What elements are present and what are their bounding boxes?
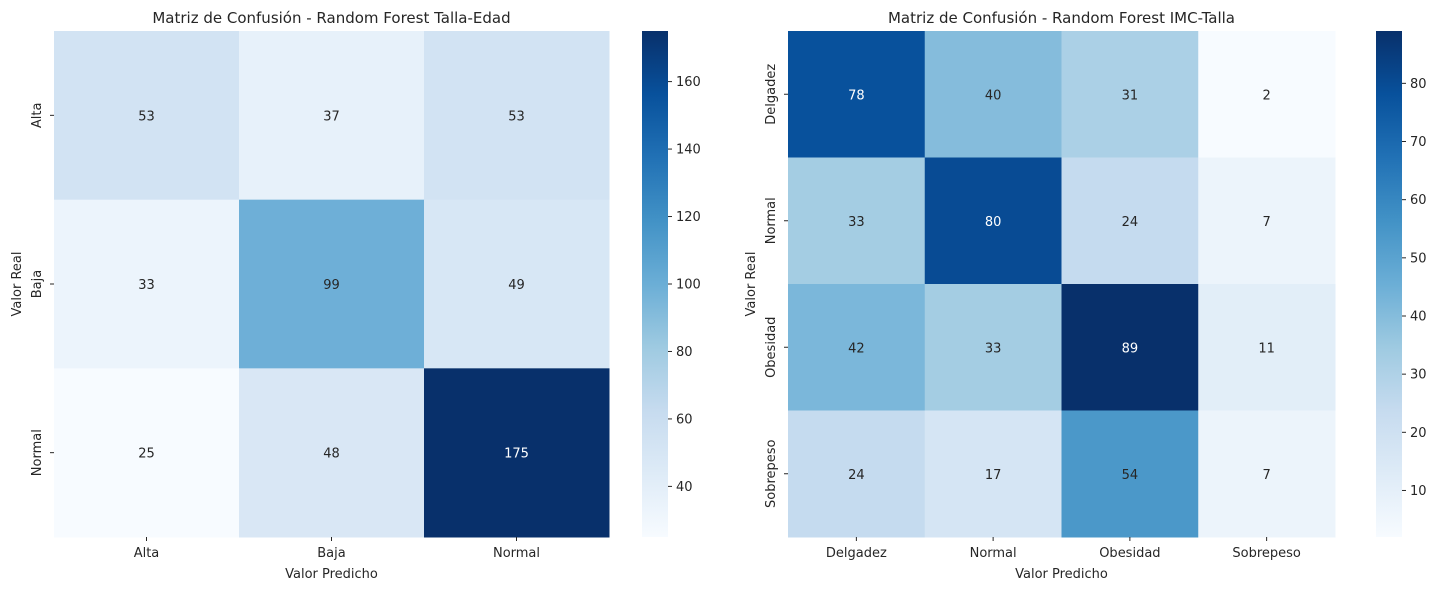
heatmap-cell-r2-c0 xyxy=(54,368,240,538)
heatmap-cell-r2-c2 xyxy=(1061,284,1199,411)
y-tick-label-2: Normal xyxy=(30,429,45,476)
heatmap-talla-edad: 53 37 53 33 99 49 25 48 175 Alta Baja Normal Alta Baj… xyxy=(10,9,701,582)
heatmap-cell-r3-c2 xyxy=(1061,410,1199,538)
cell-value-r0-c1: 37 xyxy=(323,109,340,124)
cell-value-r2-c0: 42 xyxy=(848,341,865,356)
heatmap-cell-r0-c2 xyxy=(424,31,610,201)
heatmap-cell-r0-c0 xyxy=(54,31,240,201)
y-tick-label-1: Normal xyxy=(764,197,779,244)
colorbar-tick-label-5: 140 xyxy=(676,143,701,158)
cell-value-r2-c2: 89 xyxy=(1122,341,1139,356)
heatmap-cell-r1-c1 xyxy=(239,199,425,369)
heatmap-cell-r1-c0 xyxy=(54,199,240,369)
heatmap-cell-r0-c0 xyxy=(788,31,926,158)
heatmap-cell-r1-c2 xyxy=(424,199,610,369)
cell-value-r1-c2: 49 xyxy=(508,278,525,293)
x-tick-label-2: Obesidad xyxy=(1099,546,1160,561)
cell-value-r1-c3: 7 xyxy=(1262,215,1270,230)
x-tick-label-0: Delgadez xyxy=(826,546,887,561)
x-tick-label-3: Sobrepeso xyxy=(1232,546,1301,561)
heatmap-cell-r1-c0 xyxy=(788,157,926,285)
colorbar-tick-label-7: 80 xyxy=(1410,77,1427,92)
colorbar-tick-label-3: 40 xyxy=(1410,309,1427,324)
colorbar-tick-label-3: 100 xyxy=(676,278,701,293)
x-tick-label-1: Baja xyxy=(317,546,345,561)
cell-value-r0-c0: 78 xyxy=(848,88,865,103)
colorbar-tick-label-5: 60 xyxy=(1410,193,1427,208)
colorbar-tick-label-1: 60 xyxy=(676,412,693,427)
heatmap-cell-r1-c2 xyxy=(1061,157,1199,285)
heatmap-cell-r3-c0 xyxy=(788,410,926,538)
heatmap-cell-r1-c3 xyxy=(1198,157,1336,285)
x-tick-label-0: Alta xyxy=(134,546,160,561)
cell-value-r0-c3: 2 xyxy=(1262,88,1270,103)
y-tick-label-0: Delgadez xyxy=(764,64,779,125)
cell-value-r1-c1: 99 xyxy=(323,278,340,293)
colorbar-tick-label-2: 80 xyxy=(676,345,693,360)
x-axis-label: Valor Predicho xyxy=(285,567,378,582)
y-tick-label-3: Sobrepeso xyxy=(764,439,779,508)
cell-value-r2-c0: 25 xyxy=(138,447,155,462)
y-axis-label: Valor Real xyxy=(10,252,25,317)
cell-value-r3-c3: 7 xyxy=(1262,468,1270,483)
cell-value-r2-c3: 11 xyxy=(1258,341,1275,356)
chart-title: Matriz de Confusión - Random Forest Tall… xyxy=(152,9,510,27)
cell-value-r1-c0: 33 xyxy=(138,278,155,293)
cell-value-r1-c0: 33 xyxy=(848,215,865,230)
cell-value-r2-c1: 48 xyxy=(323,447,340,462)
x-tick-label-1: Normal xyxy=(970,546,1017,561)
colorbar xyxy=(642,31,668,537)
heatmap-cell-r2-c1 xyxy=(924,284,1062,411)
cell-value-r0-c2: 53 xyxy=(508,109,525,124)
heatmap-cell-r2-c3 xyxy=(1198,284,1336,411)
cell-value-r1-c2: 24 xyxy=(1122,215,1139,230)
colorbar-tick-label-0: 40 xyxy=(676,480,693,495)
heatmap-cell-r0-c1 xyxy=(924,31,1062,158)
cell-value-r0-c0: 53 xyxy=(138,109,155,124)
colorbar-tick-label-4: 50 xyxy=(1410,251,1427,266)
chart-title: Matriz de Confusión - Random Forest IMC-… xyxy=(888,9,1235,27)
colorbar-tick-label-4: 120 xyxy=(676,210,701,225)
cell-value-r0-c2: 31 xyxy=(1122,88,1139,103)
heatmap-imc-talla: 78 40 31 2 33 80 24 7 42 33 89 11 24 17 54 7 Delgadez Nor… xyxy=(744,9,1427,582)
colorbar-tick-label-6: 160 xyxy=(676,75,701,90)
colorbar-tick-label-0: 10 xyxy=(1410,484,1427,499)
heatmap-cell-r3-c3 xyxy=(1198,410,1336,538)
x-axis-label: Valor Predicho xyxy=(1015,567,1108,582)
y-axis-label: Valor Real xyxy=(744,252,759,317)
cell-value-r3-c0: 24 xyxy=(848,468,865,483)
heatmap-cell-r2-c1 xyxy=(239,368,425,538)
cell-value-r2-c2: 175 xyxy=(504,447,529,462)
heatmap-cell-r2-c0 xyxy=(788,284,926,411)
cell-value-r1-c1: 80 xyxy=(985,215,1002,230)
heatmap-cell-r1-c1 xyxy=(924,157,1062,285)
heatmap-cell-r0-c3 xyxy=(1198,31,1336,158)
y-tick-label-0: Alta xyxy=(30,103,45,129)
x-tick-label-2: Normal xyxy=(493,546,540,561)
cell-value-r2-c1: 33 xyxy=(985,341,1002,356)
y-tick-label-1: Baja xyxy=(30,270,45,298)
colorbar-tick-label-2: 30 xyxy=(1410,368,1427,383)
cell-value-r3-c1: 17 xyxy=(985,468,1002,483)
heatmap-cell-r2-c2 xyxy=(424,368,610,538)
cell-value-r0-c1: 40 xyxy=(985,88,1002,103)
y-tick-label-2: Obesidad xyxy=(764,317,779,378)
colorbar xyxy=(1376,31,1402,537)
cell-value-r3-c2: 54 xyxy=(1122,468,1139,483)
heatmap-cell-r0-c2 xyxy=(1061,31,1199,158)
colorbar-tick-label-1: 20 xyxy=(1410,426,1427,441)
heatmap-cell-r0-c1 xyxy=(239,31,425,201)
colorbar-tick-label-6: 70 xyxy=(1410,135,1427,150)
heatmap-cell-r3-c1 xyxy=(924,410,1062,538)
